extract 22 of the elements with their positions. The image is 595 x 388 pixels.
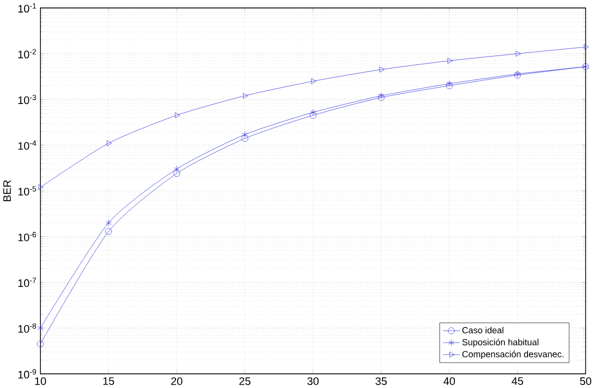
y-axis-title: BER	[3, 180, 11, 201]
x-tick-label: 15	[103, 377, 114, 385]
x-tick-label: 35	[376, 377, 387, 385]
y-tick-label: 10$^{-8}$	[18, 323, 36, 333]
x-tick-label: 20	[171, 377, 182, 385]
y-tick-label: 10$^{-9}$	[18, 369, 36, 378]
y-tick-label: 10$^{-5}$	[18, 186, 36, 196]
y-tick-label: 10$^{-1}$	[18, 3, 36, 12]
y-tick-label: 10$^{-7}$	[18, 278, 36, 287]
x-tick-label: 45	[512, 377, 524, 385]
y-tick-label: 10$^{-4}$	[18, 140, 36, 150]
x-tick-label: 50	[580, 377, 592, 385]
x-tick-label: 10	[35, 377, 46, 385]
x-tick-label: 30	[307, 377, 319, 385]
y-tick-label: 10$^{-6}$	[18, 232, 36, 242]
legend-label: Caso ideal	[462, 326, 504, 334]
legend-label: Suposición habitual	[462, 338, 538, 347]
x-tick-label: 25	[239, 377, 250, 385]
x-tick-label: 40	[444, 377, 455, 385]
legend-label: Compensación desvanec.	[462, 350, 564, 359]
y-tick-label: 10$^{-2}$	[18, 48, 36, 58]
y-tick-label: 10$^{-3}$	[18, 94, 36, 104]
